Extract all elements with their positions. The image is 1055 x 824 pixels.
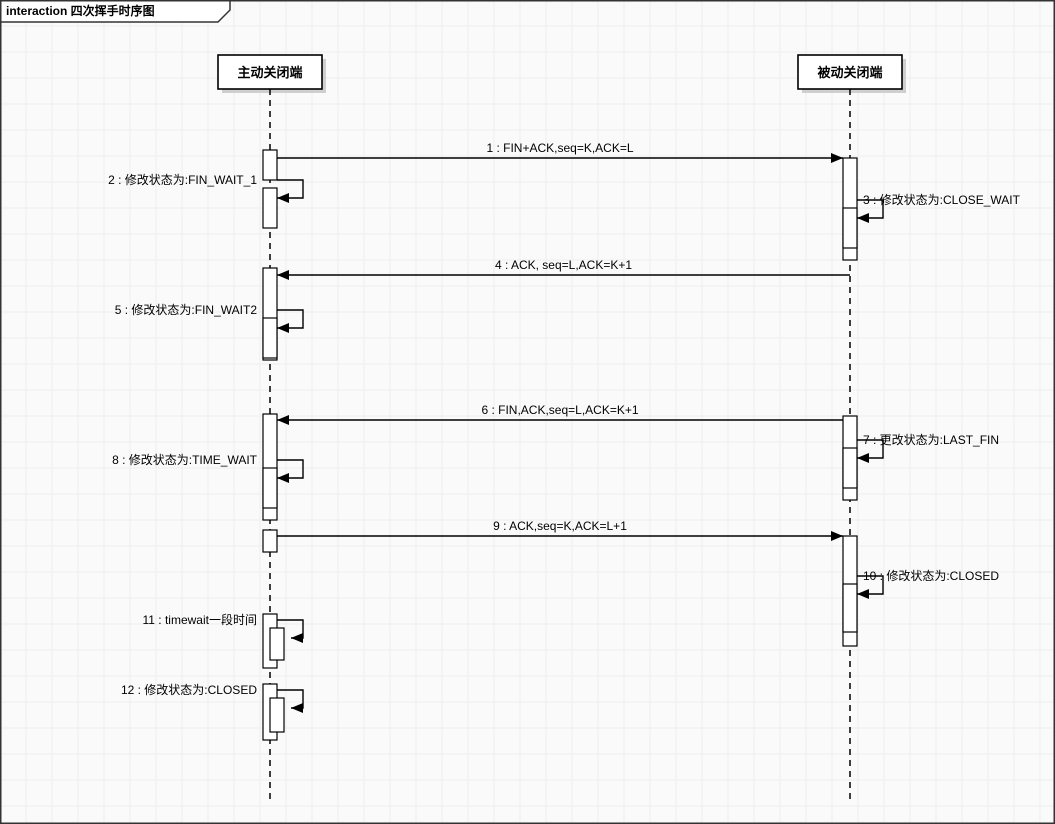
activation-bar <box>263 530 277 552</box>
message-label: 5 : 修改状态为:FIN_WAIT2 <box>115 302 258 317</box>
activation-bar <box>263 318 277 358</box>
activation-bar <box>843 208 857 248</box>
message-label: 3 : 修改状态为:CLOSE_WAIT <box>863 192 1021 207</box>
activation-bar <box>263 468 277 508</box>
frame-title: interaction 四次挥手时序图 <box>6 3 155 18</box>
message-label: 11 : timewait一段时间 <box>143 612 257 627</box>
message-label: 6 : FIN,ACK,seq=L,ACK=K+1 <box>481 403 638 417</box>
message-label: 2 : 修改状态为:FIN_WAIT_1 <box>108 172 257 187</box>
message-label: 10 : 修改状态为:CLOSED <box>863 568 999 583</box>
activation-bar <box>270 698 284 732</box>
message-label: 8 : 修改状态为:TIME_WAIT <box>112 452 258 467</box>
message-label: 12 : 修改状态为:CLOSED <box>121 682 257 697</box>
activation-bar <box>843 584 857 632</box>
message-label: 9 : ACK,seq=K,ACK=L+1 <box>493 519 627 533</box>
participant-label: 被动关闭端 <box>816 65 882 80</box>
message-label: 7 : 更改状态为:LAST_FIN <box>863 433 999 447</box>
message-label: 4 : ACK, seq=L,ACK=K+1 <box>495 258 632 272</box>
sequence-diagram: interaction 四次挥手时序图主动关闭端 被动关闭端 1 : FIN+ACK… <box>0 0 1055 824</box>
participant-label: 主动关闭端 <box>237 65 302 80</box>
message-label: 1 : FIN+ACK,seq=K,ACK=L <box>486 141 633 155</box>
activation-bar <box>263 188 277 228</box>
activation-bar <box>843 448 857 488</box>
activation-bar <box>263 150 277 180</box>
activation-bar <box>270 628 284 660</box>
